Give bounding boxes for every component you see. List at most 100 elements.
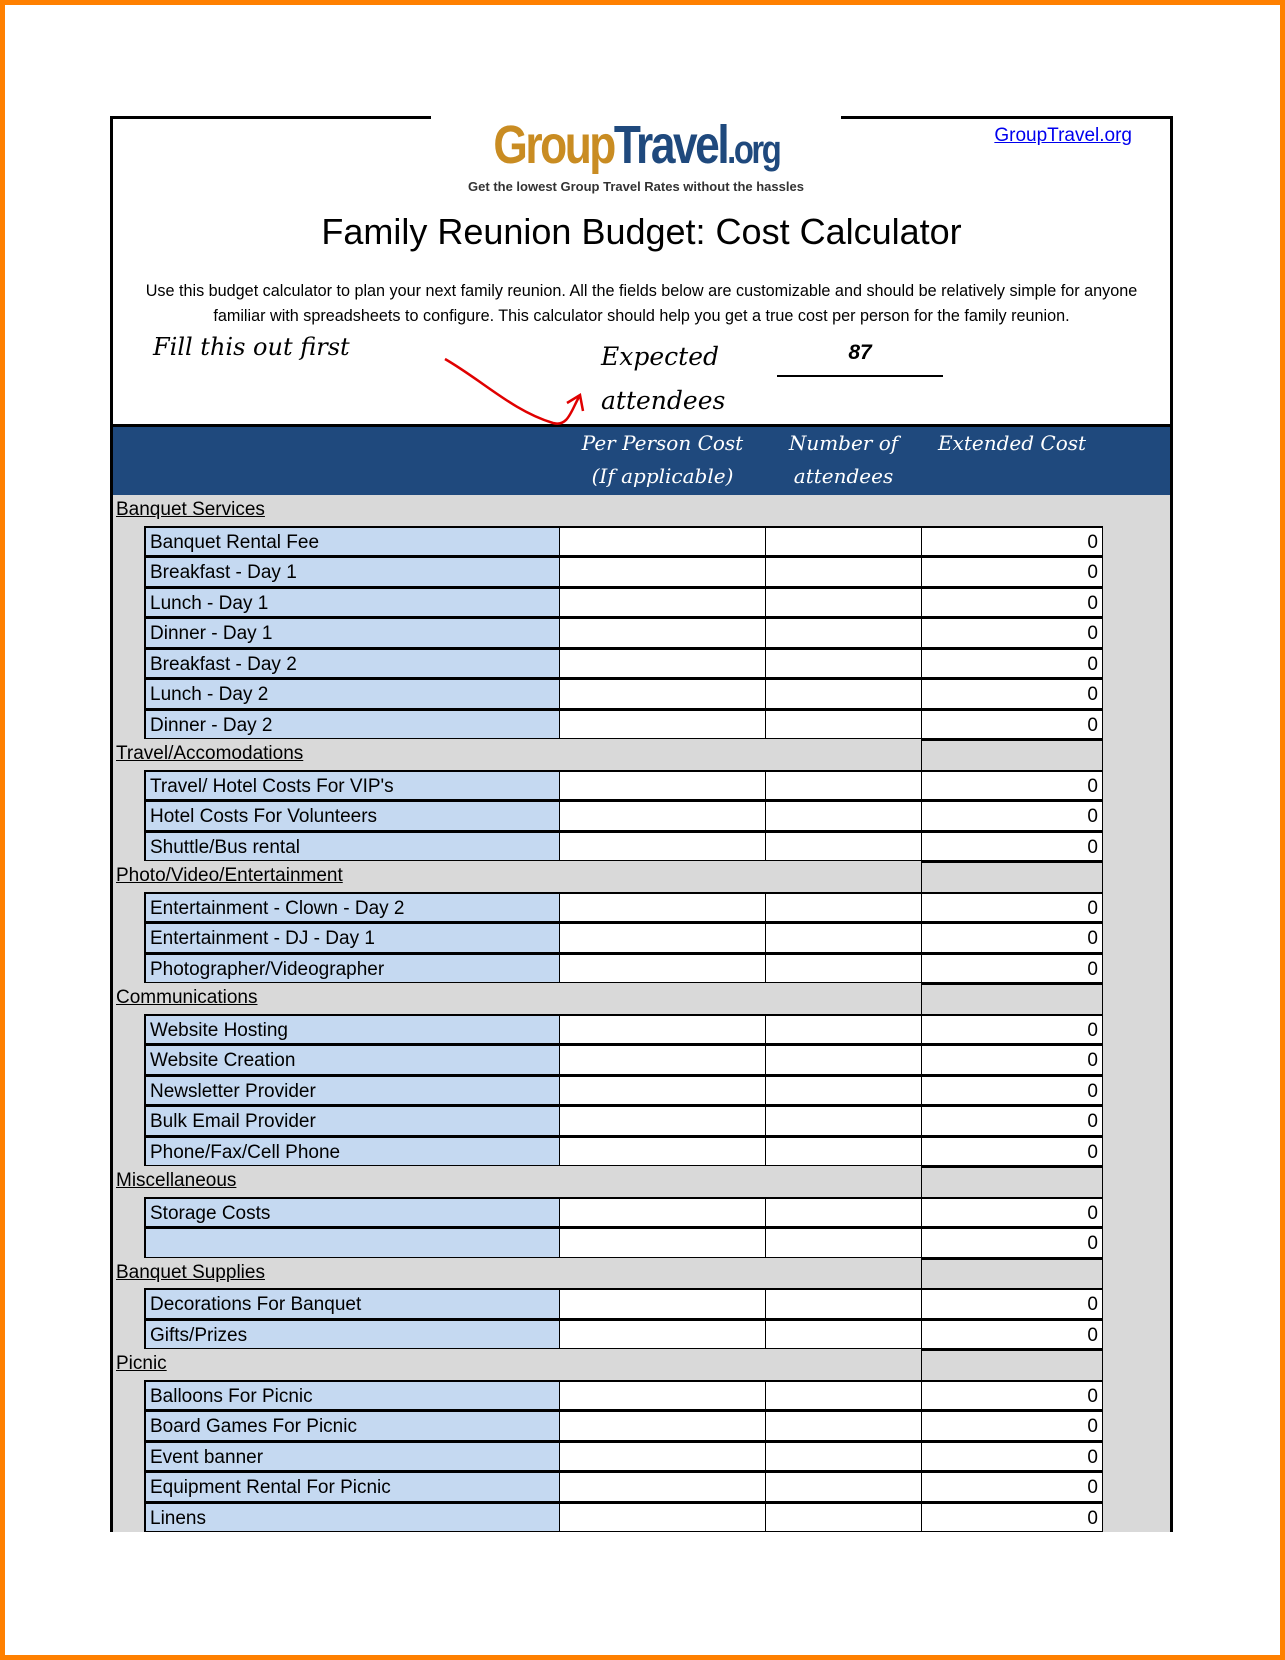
per-person-cost-input[interactable] [559,1105,766,1136]
attendees-input[interactable] [765,525,922,556]
item-label[interactable]: Equipment Rental For Picnic [144,1471,560,1502]
per-person-cost-input[interactable] [559,556,766,587]
extended-cost: 0 [921,647,1103,678]
attendees-input[interactable] [765,1379,922,1410]
attendees-input[interactable] [765,1318,922,1349]
attendees-input[interactable] [765,586,922,617]
section-header: Photo/Video/Entertainment [113,861,1170,892]
attendees-input[interactable] [765,922,922,953]
table-row: Entertainment - Clown - Day 2 0 [113,891,1170,922]
attendees-input[interactable] [765,1013,922,1044]
section-header: Miscellaneous [113,1166,1170,1197]
attendees-input[interactable] [765,891,922,922]
attendees-input[interactable] [765,1471,922,1502]
table-row: Hotel Costs For Volunteers 0 [113,800,1170,831]
attendees-input[interactable] [765,800,922,831]
item-label[interactable]: Board Games For Picnic [144,1410,560,1441]
item-label[interactable]: Breakfast - Day 2 [144,647,560,678]
extended-cost: 0 [921,1227,1103,1258]
section-title: Picnic [116,1353,167,1374]
table-row: Lunch - Day 1 0 [113,586,1170,617]
item-label[interactable]: Phone/Fax/Cell Phone [144,1135,560,1166]
attendees-input[interactable] [765,1288,922,1319]
per-person-cost-input[interactable] [559,678,766,709]
item-label[interactable]: Event banner [144,1440,560,1471]
attendees-input[interactable] [765,617,922,648]
attendees-input[interactable] [765,830,922,861]
item-label[interactable]: Dinner - Day 2 [144,708,560,739]
per-person-cost-input[interactable] [559,1318,766,1349]
per-person-cost-input[interactable] [559,830,766,861]
attendees-input[interactable] [765,647,922,678]
attendees-input[interactable] [765,1105,922,1136]
attendees-input[interactable] [765,952,922,983]
per-person-cost-input[interactable] [559,1135,766,1166]
per-person-cost-input[interactable] [559,1013,766,1044]
item-label[interactable]: Hotel Costs For Volunteers [144,800,560,831]
fill-note: Fill this out first [153,333,350,361]
per-person-cost-input[interactable] [559,1074,766,1105]
item-label[interactable]: Photographer/Videographer [144,952,560,983]
attendees-input[interactable] [765,1501,922,1532]
per-person-cost-input[interactable] [559,1501,766,1532]
item-label[interactable]: Linens [144,1501,560,1532]
per-person-cost-input[interactable] [559,1288,766,1319]
attendees-input[interactable] [765,769,922,800]
extended-cost: 0 [921,1044,1103,1075]
attendees-input[interactable] [765,1196,922,1227]
table-row: Bulk Email Provider 0 [113,1105,1170,1136]
per-person-cost-input[interactable] [559,586,766,617]
section-title: Miscellaneous [116,1170,237,1191]
attendees-input[interactable] [765,1044,922,1075]
attendees-input[interactable] [765,708,922,739]
expected-attendees-input[interactable]: 87 [777,341,943,377]
per-person-cost-input[interactable] [559,800,766,831]
attendees-input[interactable] [765,1440,922,1471]
per-person-cost-input[interactable] [559,891,766,922]
section-extended-cell [921,983,1103,1014]
attendees-input[interactable] [765,1410,922,1441]
per-person-cost-input[interactable] [559,1440,766,1471]
item-label[interactable]: Lunch - Day 2 [144,678,560,709]
per-person-cost-input[interactable] [559,1044,766,1075]
per-person-cost-input[interactable] [559,769,766,800]
item-label[interactable]: Gifts/Prizes [144,1318,560,1349]
per-person-cost-input[interactable] [559,617,766,648]
item-label[interactable] [144,1227,560,1258]
attendees-input[interactable] [765,1074,922,1105]
per-person-cost-input[interactable] [559,1471,766,1502]
item-label[interactable]: Entertainment - Clown - Day 2 [144,891,560,922]
item-label[interactable]: Travel/ Hotel Costs For VIP's [144,769,560,800]
per-person-cost-input[interactable] [559,1379,766,1410]
attendees-input[interactable] [765,678,922,709]
site-link[interactable]: GroupTravel.org [994,125,1132,146]
per-person-cost-input[interactable] [559,708,766,739]
item-label[interactable]: Shuttle/Bus rental [144,830,560,861]
item-label[interactable]: Storage Costs [144,1196,560,1227]
item-label[interactable]: Entertainment - DJ - Day 1 [144,922,560,953]
section-extended-cell [921,1349,1103,1380]
item-label[interactable]: Website Creation [144,1044,560,1075]
item-label[interactable]: Breakfast - Day 1 [144,556,560,587]
attendees-input[interactable] [765,1135,922,1166]
extended-cost: 0 [921,952,1103,983]
per-person-cost-input[interactable] [559,647,766,678]
item-label[interactable]: Lunch - Day 1 [144,586,560,617]
per-person-cost-input[interactable] [559,1196,766,1227]
per-person-cost-input[interactable] [559,525,766,556]
attendees-input[interactable] [765,1227,922,1258]
item-label[interactable]: Banquet Rental Fee [144,525,560,556]
item-label[interactable]: Website Hosting [144,1013,560,1044]
item-label[interactable]: Bulk Email Provider [144,1105,560,1136]
item-label[interactable]: Newsletter Provider [144,1074,560,1105]
per-person-cost-input[interactable] [559,1227,766,1258]
section-extended-cell [921,1166,1103,1197]
item-label[interactable]: Decorations For Banquet [144,1288,560,1319]
per-person-cost-input[interactable] [559,1410,766,1441]
item-label[interactable]: Balloons For Picnic [144,1379,560,1410]
attendees-input[interactable] [765,556,922,587]
per-person-cost-input[interactable] [559,952,766,983]
table-row: Breakfast - Day 1 0 [113,556,1170,587]
item-label[interactable]: Dinner - Day 1 [144,617,560,648]
per-person-cost-input[interactable] [559,922,766,953]
